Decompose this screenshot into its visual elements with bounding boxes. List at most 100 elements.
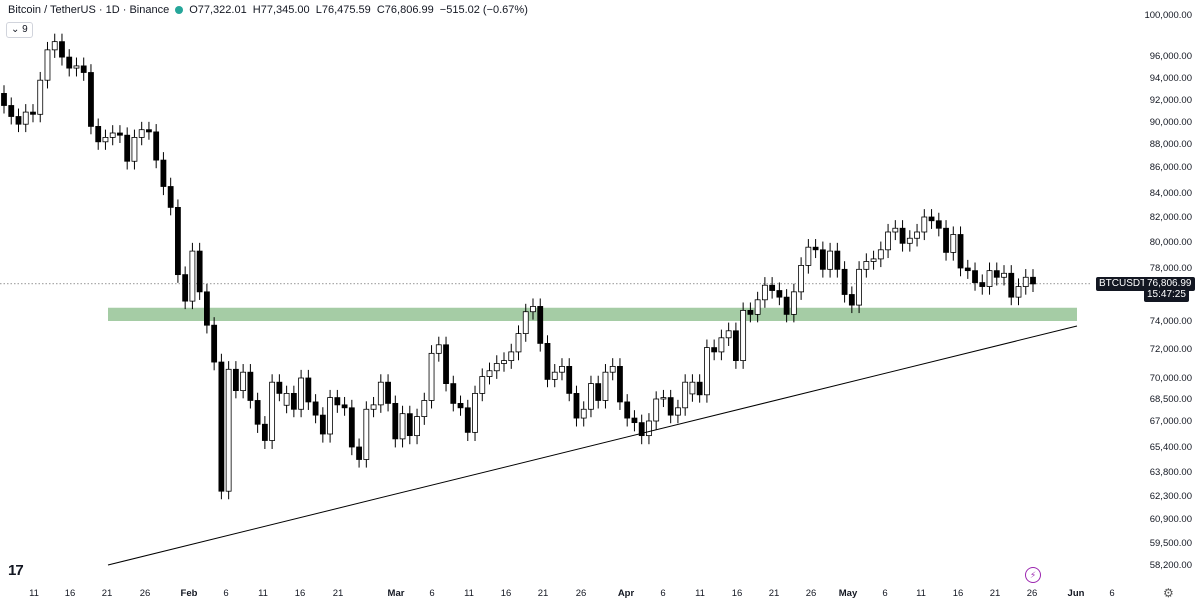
candle: [1008, 265, 1015, 306]
candle: [167, 177, 174, 216]
candle-body: [754, 299, 761, 315]
candle-body: [443, 344, 449, 384]
candle: [885, 223, 891, 259]
candle-body: [950, 234, 957, 253]
candle: [696, 374, 703, 403]
candle: [906, 230, 913, 252]
candle: [943, 220, 949, 261]
candle-body: [935, 220, 942, 229]
candle: [819, 241, 826, 278]
candle: [732, 322, 739, 369]
y-tick-label: 94,000.00: [1150, 73, 1192, 84]
candle-body: [182, 274, 189, 302]
x-tick-label: Apr: [618, 588, 635, 599]
gear-icon[interactable]: ⚙: [1163, 586, 1174, 600]
candle-body: [602, 371, 609, 401]
y-tick-label: 84,000.00: [1150, 188, 1192, 199]
candle: [718, 329, 725, 361]
candle-body: [544, 342, 551, 380]
indicators-toggle-button[interactable]: ⌄ 9: [6, 22, 33, 38]
x-tick-label: 11: [258, 588, 268, 599]
candle: [51, 33, 58, 58]
candle-body: [341, 404, 348, 409]
candle-body: [870, 258, 877, 262]
candle-body: [1022, 276, 1029, 287]
candle-body: [377, 381, 384, 406]
x-tick-label: 6: [223, 588, 228, 599]
x-tick-label: Mar: [388, 588, 405, 599]
candle: [790, 283, 797, 323]
symbol-title[interactable]: Bitcoin / TetherUS · 1D · Binance: [8, 4, 170, 16]
candle-body: [189, 250, 196, 302]
candle: [638, 414, 645, 445]
candle-body: [682, 381, 689, 409]
candle: [711, 339, 718, 361]
y-tick-label: 65,400.00: [1150, 442, 1192, 453]
candle: [37, 71, 44, 123]
candle-body: [102, 136, 109, 143]
candle: [269, 374, 276, 449]
y-tick-label: 68,500.00: [1150, 394, 1192, 405]
candle: [363, 401, 370, 468]
candle-body: [609, 365, 616, 373]
x-tick-label: 26: [1027, 588, 1038, 599]
candle: [761, 277, 768, 308]
candle-body: [522, 311, 529, 335]
chart-legend: Bitcoin / TetherUS · 1D · Binance O77,32…: [8, 4, 531, 16]
candle: [189, 242, 196, 310]
candle-body: [515, 333, 522, 353]
x-tick-label: 21: [333, 588, 344, 599]
candle-body: [196, 250, 203, 293]
candle-body: [80, 65, 87, 73]
candle: [66, 49, 73, 77]
candle: [515, 325, 522, 361]
candle-body: [204, 291, 210, 326]
ascending-trendline: [107, 325, 1078, 566]
candle: [870, 250, 877, 270]
candle: [131, 129, 138, 170]
candle-body: [290, 392, 297, 410]
candle-body: [501, 360, 507, 364]
y-tick-label: 74,000.00: [1150, 316, 1192, 327]
y-tick-label: 86,000.00: [1150, 162, 1192, 173]
candle-body: [725, 330, 732, 339]
candle: [653, 391, 660, 430]
candle: [8, 97, 15, 125]
x-tick-label: 21: [990, 588, 1001, 599]
candle: [298, 369, 305, 418]
candle-body: [957, 234, 964, 269]
lightning-icon[interactable]: ⚡: [1025, 567, 1041, 583]
candle-body: [979, 282, 986, 287]
y-tick-label: 80,000.00: [1150, 237, 1192, 248]
candle: [146, 121, 152, 140]
candle: [160, 152, 167, 196]
candle: [783, 289, 790, 323]
candle-body: [88, 72, 94, 127]
candle-body: [153, 131, 160, 161]
candle: [341, 396, 348, 416]
candle: [1030, 269, 1036, 293]
candle: [834, 242, 841, 278]
tradingview-logo-icon[interactable]: 17: [8, 562, 24, 579]
current-price-label: 76,806.99: [1144, 277, 1195, 291]
candle: [566, 358, 573, 402]
candle: [247, 364, 254, 409]
candle: [798, 257, 805, 300]
candle: [319, 407, 326, 443]
x-tick-label: 26: [806, 588, 817, 599]
candle-body: [435, 344, 442, 354]
candle-body: [588, 383, 594, 410]
candle: [740, 302, 747, 369]
ohlc-values: O77,322.01 H77,345.00 L76,475.59 C76,806…: [189, 4, 531, 16]
x-tick-label: 26: [576, 588, 587, 599]
candle: [841, 261, 848, 303]
candle-body: [109, 132, 116, 138]
candle: [211, 317, 218, 371]
candle: [856, 261, 862, 314]
candle: [1, 85, 7, 114]
candle-body: [30, 111, 36, 115]
candle-body: [899, 227, 906, 244]
candle: [921, 209, 928, 241]
candle-body: [834, 250, 841, 270]
